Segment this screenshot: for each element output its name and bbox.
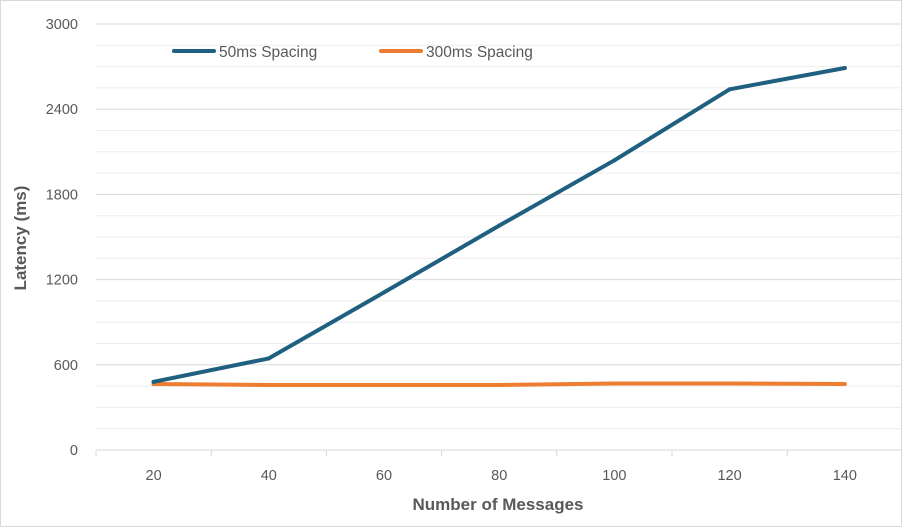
series-lines [152, 66, 847, 387]
x-tick-label: 40 [261, 468, 277, 484]
x-axis-title: Number of Messages [413, 495, 584, 514]
y-tick-label: 1800 [46, 187, 78, 203]
chart-container: 0 600 1200 1800 2400 3000 20 40 60 80 100 120 140 5… [0, 0, 902, 527]
x-tick-label: 60 [376, 468, 392, 484]
y-tick-label: 1200 [46, 273, 78, 289]
data-point-50ms-spacing [843, 66, 847, 70]
data-point-50ms-spacing [728, 87, 732, 91]
y-tick-label: 3000 [46, 17, 78, 33]
x-tick-label: 20 [146, 468, 162, 484]
x-tick-label: 100 [602, 468, 626, 484]
legend: 50ms Spacing 300ms Spacing [174, 44, 533, 61]
data-point-300ms-spacing [612, 382, 616, 386]
data-point-300ms-spacing [728, 382, 732, 386]
x-tick-label: 120 [717, 468, 741, 484]
legend-label: 300ms Spacing [426, 44, 533, 61]
data-point-50ms-spacing [152, 380, 156, 384]
data-point-300ms-spacing [497, 383, 501, 387]
y-tick-label: 0 [70, 443, 78, 459]
x-tick-label: 80 [491, 468, 507, 484]
x-tick-label: 140 [833, 468, 857, 484]
data-point-300ms-spacing [382, 383, 386, 387]
data-point-50ms-spacing [267, 356, 271, 360]
data-point-300ms-spacing [843, 382, 847, 386]
y-axis-title: Latency (ms) [11, 186, 30, 291]
x-axis-ticks: 20 40 60 80 100 120 140 [146, 468, 857, 484]
data-point-50ms-spacing [497, 224, 501, 228]
x-axis [96, 450, 901, 456]
line-chart: 0 600 1200 1800 2400 3000 20 40 60 80 100 120 140 5… [1, 1, 901, 526]
data-point-50ms-spacing [382, 290, 386, 294]
legend-label: 50ms Spacing [219, 44, 317, 61]
y-tick-label: 2400 [46, 102, 78, 118]
y-tick-label: 600 [54, 358, 78, 374]
data-point-50ms-spacing [612, 158, 616, 162]
y-axis-ticks: 0 600 1200 1800 2400 3000 [46, 17, 78, 459]
data-point-300ms-spacing [267, 383, 271, 387]
